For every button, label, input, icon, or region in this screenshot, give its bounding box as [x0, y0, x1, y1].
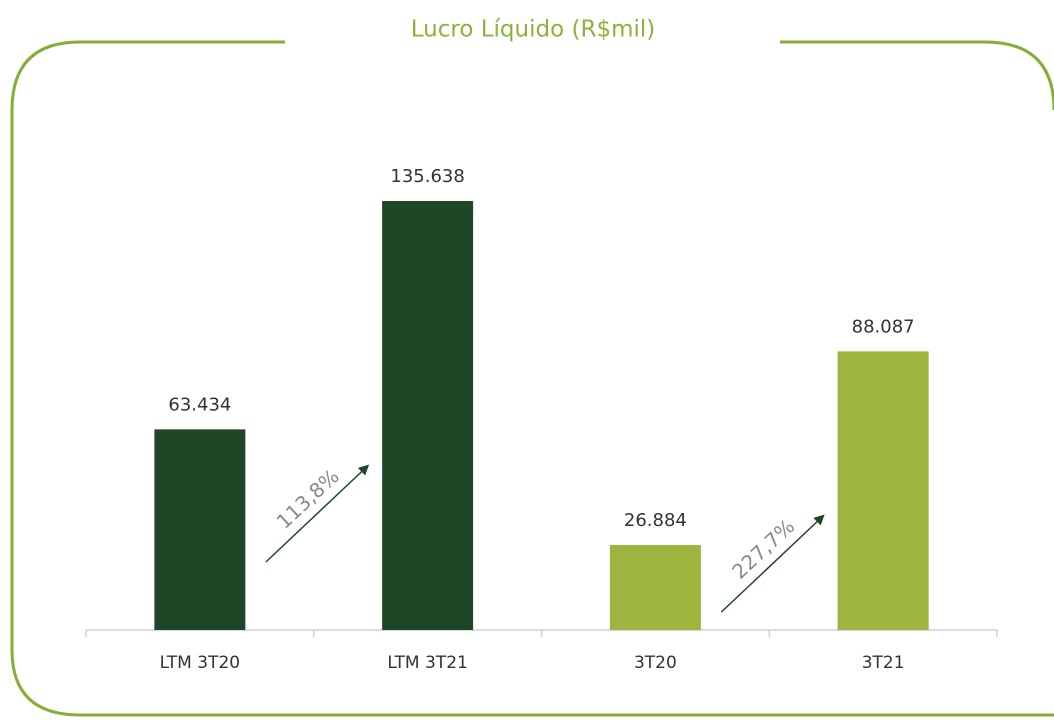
value-label: 135.638 [390, 166, 464, 187]
value-label: 63.434 [168, 394, 231, 415]
chart-title: Lucro Líquido (R$mil) [411, 17, 655, 43]
bar [154, 429, 246, 630]
x-tick-label: 3T20 [634, 653, 677, 673]
bar [837, 351, 929, 630]
bar [382, 201, 474, 630]
x-tick-label: LTM 3T21 [387, 653, 467, 673]
growth-arrow [265, 464, 370, 563]
bar [609, 544, 701, 630]
value-label: 26.884 [624, 510, 687, 531]
x-tick-label: LTM 3T20 [160, 653, 240, 673]
growth-arrow [720, 514, 825, 613]
value-label: 88.087 [852, 316, 915, 337]
frame [10, 40, 1054, 717]
x-tick-label: 3T21 [862, 653, 905, 673]
